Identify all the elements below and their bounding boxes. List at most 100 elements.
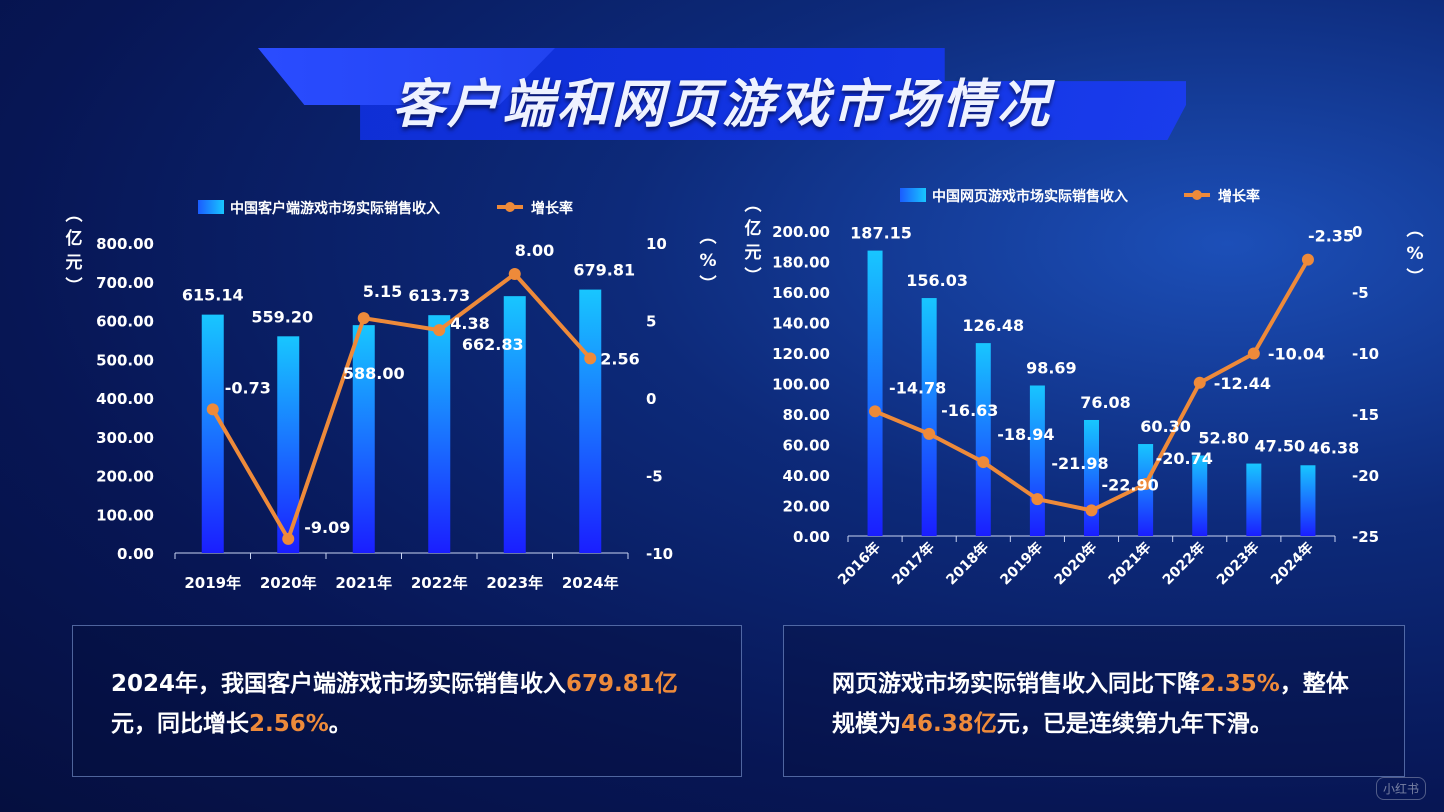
line-value-label: 2.56: [600, 349, 639, 368]
summary-part: 。: [328, 711, 352, 737]
web-game-chart: 0.00 20.00 40.00 60.00 80.00 100.00 120.00 140.…: [745, 188, 1424, 588]
growth-rate-point: [869, 405, 882, 418]
growth-rate-point: [923, 427, 936, 440]
summary-highlight-scale: 46.38亿: [901, 711, 997, 737]
summary-box-web: 网页游戏市场实际销售收入同比下降2.35%，整体规模为46.38亿元，已是连续第…: [783, 625, 1405, 777]
x-tick-label: 2022年: [411, 574, 468, 592]
bar: [921, 298, 937, 536]
growth-rate-point: [1139, 478, 1152, 491]
summary-highlight-revenue: 679.81亿: [566, 671, 678, 697]
bar: [1192, 455, 1208, 536]
line-value-label: 8.00: [515, 241, 554, 260]
line-value-label: -18.94: [997, 425, 1054, 444]
y2-axis-unit-char: %: [699, 251, 716, 271]
bar-value-label: 76.08: [1080, 393, 1131, 412]
y-tick-label: 120.00: [772, 345, 830, 363]
bar: [1084, 419, 1099, 536]
y2-tick-label: -5: [1352, 284, 1369, 302]
client-game-chart: 0.00 100.00 200.00 300.00 400.00 500.00 600.00…: [66, 200, 717, 592]
y-tick-label: 140.00: [772, 315, 830, 333]
growth-rate-point: [1085, 504, 1098, 517]
y-tick-label: 80.00: [783, 406, 830, 424]
y-tick-label: 500.00: [96, 351, 154, 369]
summary-highlight-decline: 2.35%: [1200, 671, 1280, 697]
y2-tick-label: -20: [1352, 467, 1379, 485]
bar: [503, 296, 526, 553]
legend-line-marker: [1192, 190, 1202, 200]
legend-line-label: 增长率: [531, 200, 573, 217]
y-axis-unit-char: ︶: [66, 276, 83, 297]
line-value-label: -14.78: [889, 378, 946, 397]
growth-rate-point: [1247, 347, 1260, 360]
bar: [352, 325, 375, 553]
summary-part: 元，同比增长: [111, 711, 249, 737]
y2-tick-label: 0: [1352, 223, 1362, 241]
line-value-label: -16.63: [941, 401, 998, 420]
x-tick-label: 2022年: [1159, 539, 1208, 588]
x-tick-label: 2023年: [1213, 539, 1262, 588]
y2-tick-label: -10: [1352, 345, 1379, 363]
bar: [975, 343, 991, 536]
x-tick-label: 2020年: [1051, 539, 1100, 588]
legend-line-marker: [505, 202, 515, 212]
x-tick-label: 2023年: [486, 574, 543, 592]
watermark: 小红书: [1375, 777, 1426, 800]
growth-rate-point: [508, 268, 521, 280]
bar: [1029, 385, 1045, 536]
y-axis-unit-char: 元: [745, 243, 762, 263]
y-tick-label: 40.00: [783, 467, 830, 485]
growth-rate-point: [1031, 493, 1044, 506]
x-tick-label: 2021年: [1105, 539, 1154, 588]
line-value-label: 5.15: [363, 282, 402, 301]
bar-value-label: 98.69: [1026, 358, 1077, 377]
growth-rate-point: [357, 312, 370, 325]
bar-value-label: 615.14: [182, 286, 244, 305]
y2-axis-unit-char: %: [1406, 244, 1423, 264]
y2-axis-unit-char: ︶: [1407, 267, 1424, 288]
summary-highlight-growth: 2.56%: [249, 711, 329, 737]
y-tick-label: 60.00: [783, 437, 830, 455]
x-tick-label: 2024年: [562, 574, 619, 592]
bar: [428, 315, 451, 553]
growth-rate-point: [206, 403, 219, 416]
y-axis-unit-char: ︶: [745, 266, 762, 287]
bar-value-label: 559.20: [251, 307, 313, 326]
y-tick-label: 600.00: [96, 313, 154, 331]
bar-value-label: 46.38: [1309, 438, 1360, 457]
line-value-label: -22.90: [1102, 475, 1159, 494]
growth-rate-point: [282, 532, 295, 545]
x-tick-label: 2021年: [335, 574, 392, 592]
bar: [867, 250, 883, 536]
x-tick-label: 2018年: [943, 539, 992, 588]
line-value-label: -20.74: [1156, 449, 1213, 468]
summary-part: 网页游戏市场实际销售收入同比下降: [832, 671, 1200, 697]
bar-value-label: 47.50: [1255, 437, 1306, 456]
bar-value-label: 156.03: [906, 271, 968, 290]
title-banner-accent: [258, 48, 555, 106]
x-tick-label: 2019年: [184, 574, 241, 592]
y-tick-label: 700.00: [96, 274, 154, 292]
y-tick-label: 800.00: [96, 235, 154, 253]
summary-text-web: 网页游戏市场实际销售收入同比下降2.35%，整体规模为46.38亿元，已是连续第…: [832, 664, 1362, 744]
line-value-label: -2.35: [1308, 227, 1354, 246]
line-value-label: -12.44: [1214, 374, 1271, 393]
y2-tick-label: -15: [1352, 406, 1379, 424]
summary-part: 2024年，我国客户端游戏市场实际销售收入: [111, 671, 567, 697]
line-value-label: -0.73: [225, 378, 271, 397]
y-axis-unit-char: 亿: [66, 228, 83, 249]
bar: [201, 314, 224, 553]
bar-value-label: 662.83: [462, 335, 524, 354]
bar-value-label: 52.80: [1198, 428, 1249, 447]
page-title: 客户端和网页游戏市场情况: [391, 75, 1052, 135]
growth-rate-line: [211, 272, 592, 541]
y2-axis-unit-char: ︶: [700, 274, 717, 295]
bar-value-label: 679.81: [573, 261, 635, 280]
growth-rate-point: [1301, 253, 1314, 266]
line-value-label: 4.38: [450, 314, 489, 333]
legend-line-label: 增长率: [1218, 188, 1260, 205]
bar-value-label: 588.00: [343, 364, 405, 383]
line-value-label: -10.04: [1268, 344, 1325, 363]
bar: [579, 289, 602, 553]
y-tick-label: 200.00: [772, 223, 830, 241]
bar-value-label: 126.48: [962, 316, 1024, 335]
